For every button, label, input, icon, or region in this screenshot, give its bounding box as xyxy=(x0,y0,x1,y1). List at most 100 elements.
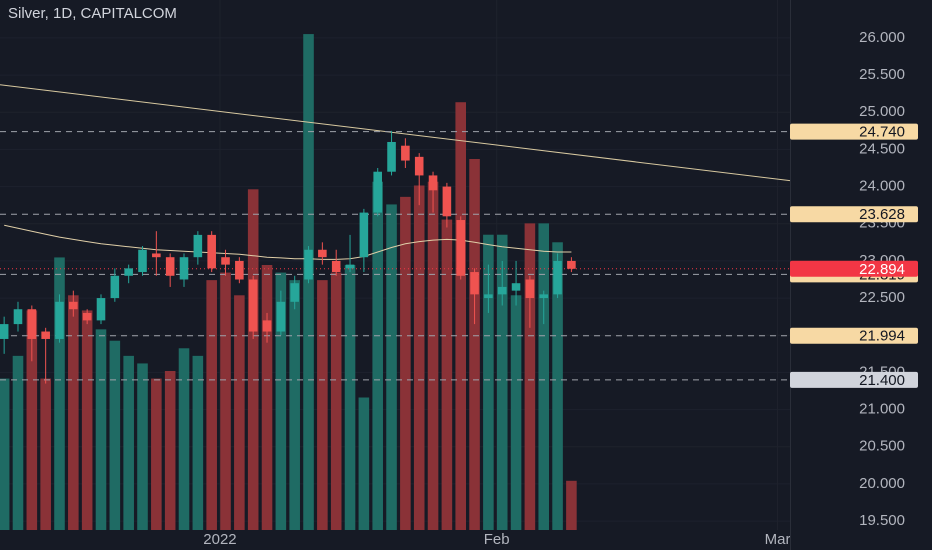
volume-bar xyxy=(275,272,287,530)
candle-body xyxy=(235,260,244,280)
volume-bar xyxy=(0,378,10,530)
volume-bar xyxy=(483,234,494,530)
candle-body xyxy=(345,264,355,269)
y-tick-label: 21.000 xyxy=(859,401,905,418)
level-label-bg xyxy=(790,371,918,388)
volume-bar xyxy=(95,329,107,530)
candle-body xyxy=(387,141,396,172)
volume-bar xyxy=(109,340,121,530)
volume-bar xyxy=(344,265,356,530)
volume-bar xyxy=(566,480,577,530)
x-tick-label: 2022 xyxy=(203,531,236,548)
candle-body xyxy=(13,309,23,325)
y-tick-label: 22.500 xyxy=(859,289,905,306)
candle-body xyxy=(262,320,272,332)
volume-bar xyxy=(330,272,342,530)
moving-average xyxy=(4,224,572,260)
candle-body xyxy=(525,279,535,299)
level-label-bg xyxy=(790,327,918,344)
volume-bar xyxy=(538,223,550,530)
chart-title: Silver, 1D, CAPITALCOM xyxy=(8,5,177,22)
candle-body xyxy=(428,175,438,191)
y-tick-label: 24.000 xyxy=(859,178,905,195)
candle-body xyxy=(553,260,562,295)
volume-bar xyxy=(40,378,51,530)
candle-body xyxy=(138,249,147,273)
candle-body xyxy=(152,253,161,258)
candle-body xyxy=(165,257,175,276)
volume-bar xyxy=(510,295,522,530)
candle-body xyxy=(318,249,327,258)
trend-line xyxy=(0,84,791,182)
level-label-bg xyxy=(790,206,918,223)
volume-bar xyxy=(552,242,563,531)
candle-body xyxy=(331,260,341,273)
candle-body xyxy=(27,309,37,339)
candle-body xyxy=(179,257,189,280)
level-label-bg xyxy=(790,123,918,140)
candle-body xyxy=(82,312,92,321)
candle-body xyxy=(401,145,410,161)
volume-bar xyxy=(386,204,397,530)
candle-body xyxy=(373,171,382,213)
candle-body xyxy=(470,272,479,295)
volume-bar xyxy=(192,355,204,530)
y-tick-label: 25.500 xyxy=(859,66,905,83)
x-tick-label: Feb xyxy=(484,531,510,548)
y-tick-label: 26.000 xyxy=(859,29,905,46)
y-tick-label: 25.000 xyxy=(859,103,905,120)
volume-bar xyxy=(137,363,148,530)
level-label: 21.400 xyxy=(859,372,905,389)
candle-body xyxy=(248,279,258,332)
level-label: 22.894 xyxy=(859,261,905,278)
x-tick-label: Mar xyxy=(765,531,791,548)
candle-body xyxy=(207,234,216,269)
candle-body xyxy=(96,298,106,321)
volume-bar xyxy=(427,181,439,530)
y-tick-label: 20.000 xyxy=(859,475,905,492)
candle-body xyxy=(290,283,299,302)
candle-body xyxy=(414,156,424,176)
candle-body xyxy=(456,220,466,276)
level-label: 21.994 xyxy=(859,328,905,345)
candle-body xyxy=(359,212,369,258)
candle-body xyxy=(69,301,78,310)
candle-body xyxy=(193,234,203,258)
candle-body xyxy=(539,294,549,299)
volume-bar xyxy=(413,185,425,530)
volume-bar xyxy=(12,355,24,530)
volume-bar xyxy=(289,280,300,530)
volume-bar xyxy=(26,310,38,530)
candle-body xyxy=(41,331,50,339)
volume-bar xyxy=(54,257,65,530)
volume-bar xyxy=(469,159,480,530)
volume-bar xyxy=(206,280,217,530)
volume-bar xyxy=(455,102,467,530)
volume-bar xyxy=(164,371,176,530)
candle-body xyxy=(276,301,286,332)
volume-bar xyxy=(247,189,259,531)
price-axis-labels: 19.50020.00020.50021.00021.50022.00022.5… xyxy=(790,29,918,529)
volume-bar xyxy=(123,355,134,530)
volume-bar xyxy=(234,295,245,530)
volume-bar xyxy=(81,310,93,530)
level-label-bg xyxy=(790,260,918,277)
candle-body xyxy=(442,186,452,217)
volume-bar xyxy=(496,234,508,530)
volume-bar xyxy=(261,265,273,530)
plot: 2022 Feb Mar xyxy=(0,34,790,548)
candle-body xyxy=(511,283,521,291)
volume-bar xyxy=(400,196,411,530)
volume-bar xyxy=(151,378,162,530)
volume-bar xyxy=(317,280,328,530)
y-tick-label: 20.500 xyxy=(859,438,905,455)
candle-body xyxy=(0,324,9,339)
volume-bar xyxy=(68,295,79,530)
candle-body xyxy=(110,275,120,299)
volume-bar xyxy=(178,348,190,530)
y-tick-label: 24.500 xyxy=(859,140,905,157)
candle-body xyxy=(55,301,64,339)
candle-body xyxy=(124,268,133,276)
